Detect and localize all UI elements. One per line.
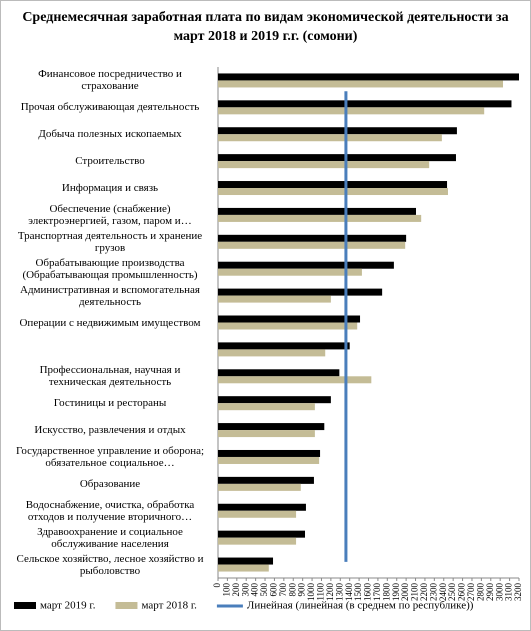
x-tick-label: 2100 bbox=[410, 583, 420, 602]
bar bbox=[218, 423, 325, 431]
x-tick-label: 1100 bbox=[316, 583, 326, 601]
bar bbox=[218, 430, 315, 438]
legend-label: март 2018 г. bbox=[141, 600, 197, 612]
x-tick-label: 2300 bbox=[428, 583, 438, 602]
y-tick-label: Финансовое посредничество и страхование bbox=[38, 68, 182, 93]
bar bbox=[218, 214, 422, 222]
x-tick-label: 3200 bbox=[513, 583, 523, 602]
bar bbox=[218, 396, 331, 404]
bar bbox=[218, 456, 320, 464]
x-tick-label: 700 bbox=[278, 583, 288, 597]
y-tick-label: Профессиональная, научная и техническая … bbox=[39, 364, 181, 389]
y-tick-label: Искусство, развлечения и отдых bbox=[34, 424, 186, 437]
x-tick-label: 1200 bbox=[325, 583, 335, 602]
x-tick-label: 600 bbox=[269, 583, 279, 597]
x-tick-label: 1400 bbox=[344, 583, 354, 602]
y-tick-label: Транспортная деятельность и хранение гру… bbox=[17, 229, 203, 254]
bar bbox=[218, 80, 504, 88]
bar bbox=[218, 342, 350, 350]
bar bbox=[218, 234, 407, 242]
x-tick-label: 1300 bbox=[334, 583, 344, 602]
bar bbox=[218, 510, 297, 518]
x-tick-label: 500 bbox=[259, 583, 269, 597]
x-tick-label: 200 bbox=[231, 583, 241, 597]
x-tick-label: 1600 bbox=[363, 583, 373, 602]
bar bbox=[218, 241, 406, 249]
x-tick-label: 900 bbox=[297, 583, 307, 597]
x-tick-label: 3100 bbox=[504, 583, 514, 602]
x-tick-label: 2900 bbox=[485, 583, 495, 602]
bar bbox=[218, 107, 485, 115]
y-tick-label: Гостиницы и рестораны bbox=[53, 397, 167, 410]
bar bbox=[218, 503, 306, 511]
y-tick-label: Государственное управление и оборона; об… bbox=[15, 444, 205, 469]
y-tick-label: Водоснабжение, очистка, обработка отходо… bbox=[25, 498, 195, 523]
bar bbox=[218, 557, 274, 565]
x-tick-label: 1500 bbox=[353, 583, 363, 602]
legend-label: март 2019 г. bbox=[40, 600, 96, 612]
y-tick-label: Строительство bbox=[75, 155, 145, 168]
bar bbox=[218, 288, 383, 296]
x-tick-label: 1700 bbox=[372, 583, 382, 602]
x-tick-label: 2800 bbox=[475, 583, 485, 602]
x-tick-label: 800 bbox=[287, 583, 297, 597]
x-tick-label: 1000 bbox=[306, 583, 316, 602]
x-tick-label: 2600 bbox=[457, 583, 467, 602]
legend-label: Линейная (линейная (в среднем по республ… bbox=[247, 600, 474, 612]
bar bbox=[218, 161, 430, 169]
y-tick-label: Информация и связь bbox=[61, 182, 159, 195]
y-tick-label: Образование bbox=[79, 477, 141, 490]
x-tick-label: 2400 bbox=[438, 583, 448, 602]
bar bbox=[218, 315, 361, 323]
bar bbox=[218, 349, 326, 357]
legend-swatch bbox=[115, 602, 138, 609]
bar bbox=[218, 564, 269, 572]
bar bbox=[218, 476, 314, 484]
bar bbox=[218, 181, 448, 189]
bar bbox=[218, 449, 321, 457]
x-tick-label: 300 bbox=[240, 583, 250, 597]
x-tick-label: 2000 bbox=[400, 583, 410, 602]
x-tick-label: 2700 bbox=[466, 583, 476, 602]
y-tick-label: Прочая обслуживающая деятельность bbox=[20, 101, 200, 114]
legend-swatch bbox=[14, 602, 36, 609]
y-tick-label: Сельское хозяйство, лесное хозяйство и р… bbox=[16, 552, 204, 577]
bar bbox=[218, 100, 512, 108]
bar bbox=[218, 268, 362, 276]
x-tick-label: 1800 bbox=[381, 583, 391, 602]
y-tick-label: Обеспечение (снабжение) электроэнергией,… bbox=[28, 202, 192, 227]
bar bbox=[218, 376, 372, 384]
bar bbox=[218, 530, 306, 538]
bar bbox=[218, 537, 297, 545]
bar bbox=[218, 73, 519, 81]
x-tick-label: 1900 bbox=[391, 583, 401, 602]
y-tick-label: Операции с недвижимым имуществом bbox=[19, 316, 201, 329]
bar bbox=[218, 483, 301, 491]
y-tick-label: Обрабатывающие производства (Обрабатываю… bbox=[22, 256, 198, 281]
chart-title: Среднемесячная заработная плата по видам… bbox=[22, 10, 509, 44]
x-tick-label: 2500 bbox=[447, 583, 457, 602]
bar bbox=[218, 322, 358, 330]
bar bbox=[218, 154, 456, 162]
x-tick-label: 3000 bbox=[494, 583, 504, 602]
bar bbox=[218, 188, 448, 196]
bar bbox=[218, 403, 315, 411]
y-tick-label: Добыча полезных ископаемых bbox=[38, 128, 182, 141]
y-tick-label: Административная и вспомогательная деяте… bbox=[20, 283, 200, 308]
x-tick-label: 2200 bbox=[419, 583, 429, 602]
x-tick-label: 100 bbox=[221, 583, 231, 597]
bar bbox=[218, 295, 331, 303]
x-tick-label: 0 bbox=[212, 583, 222, 588]
bar bbox=[218, 127, 457, 135]
bar bbox=[218, 261, 394, 269]
bar bbox=[218, 207, 417, 215]
bar bbox=[218, 369, 340, 377]
y-tick-label: Здравоохранение и социальное обслуживани… bbox=[37, 525, 183, 550]
bar bbox=[218, 134, 442, 142]
x-tick-label: 400 bbox=[250, 583, 260, 597]
